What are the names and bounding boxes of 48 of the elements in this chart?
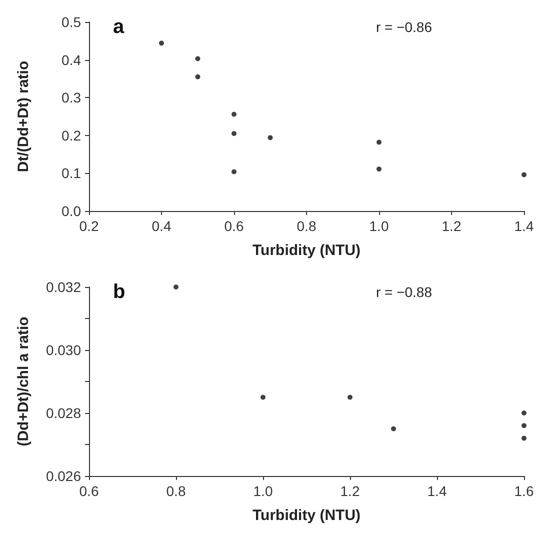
point xyxy=(376,140,382,145)
x-tick-label: 1.0 xyxy=(253,483,273,499)
y-tick-label: 0.3 xyxy=(62,90,82,106)
x-tick-label: 0.4 xyxy=(152,218,172,234)
x-tick-label: 1.4 xyxy=(427,483,447,499)
y-axis-title: (Dd+Dt)/chl a ratio xyxy=(15,316,32,446)
point xyxy=(159,40,164,46)
y-tick-label: 0.030 xyxy=(46,342,82,358)
point xyxy=(391,426,396,432)
chart-title: a xyxy=(113,16,125,38)
y-axis-title: Dt/(Dd+Dt) ratio xyxy=(15,60,32,172)
y-tick-label: 0.032 xyxy=(46,279,82,295)
point xyxy=(232,169,236,174)
x-tick-label: 1.2 xyxy=(442,218,462,234)
point xyxy=(260,394,266,400)
point xyxy=(522,410,526,416)
y-tick-label: 0.2 xyxy=(62,127,82,144)
x-tick-label: 0.8 xyxy=(296,218,316,234)
x-tick-label: 1.4 xyxy=(514,218,534,234)
point xyxy=(522,172,526,178)
annotation: r = −0.88 xyxy=(376,284,432,300)
point xyxy=(195,56,200,62)
annotation: r = −0.86 xyxy=(376,19,432,35)
point xyxy=(174,284,178,290)
x-tick-label: 0.6 xyxy=(224,218,244,234)
chart-title: b xyxy=(113,281,126,303)
x-tick-label: 0.8 xyxy=(166,483,186,499)
y-tick-label: 0.1 xyxy=(62,165,82,182)
point xyxy=(348,394,352,400)
x-tick-label: 0.2 xyxy=(79,218,99,234)
point xyxy=(232,112,236,117)
y-tick-label: 0.028 xyxy=(46,405,82,421)
x-tick-label: 1.0 xyxy=(369,218,389,234)
x-tick-label: 0.6 xyxy=(79,483,99,499)
y-tick-label: 0.0 xyxy=(62,203,82,219)
x-tick-label: 1.6 xyxy=(514,483,534,499)
point xyxy=(522,423,526,428)
x-axis-title: Turbidity (NTU) xyxy=(252,507,361,524)
point xyxy=(522,436,526,441)
point xyxy=(376,166,382,172)
point xyxy=(232,131,236,136)
point xyxy=(195,74,200,80)
y-tick-label: 0.026 xyxy=(46,468,82,484)
x-axis-title: Turbidity (NTU) xyxy=(252,242,361,259)
y-tick-label: 0.4 xyxy=(62,52,82,68)
y-tick-label: 0.5 xyxy=(62,14,82,30)
x-tick-label: 1.2 xyxy=(340,483,360,499)
point xyxy=(268,135,273,140)
